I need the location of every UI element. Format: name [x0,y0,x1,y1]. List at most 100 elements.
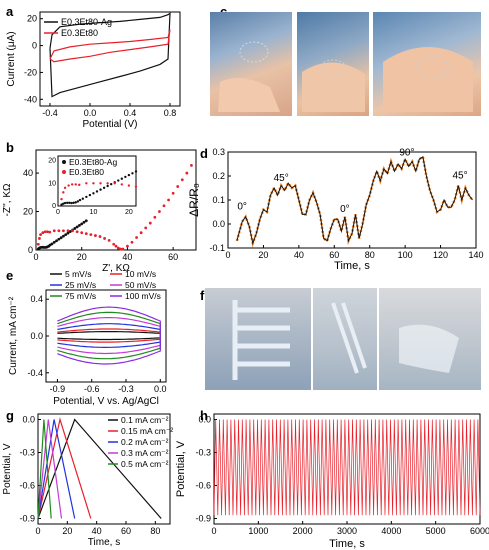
x-tick-label-e: -0.9 [50,384,66,394]
y-tick-label-g: -0.6 [19,481,35,491]
photo-interdigitated-device [205,288,311,390]
angle-annotation-1: 45° [274,173,289,184]
x-axis-label-b: Z', KΩ [102,263,130,274]
y-tick-label-d: 0.0 [212,219,225,229]
inset-y-tick-label: 10 [48,180,56,187]
inset-point-0 [78,198,82,202]
x-tick-label-g: 40 [92,526,102,536]
cv-curve-2 [57,323,161,348]
inset-point-1 [134,185,138,188]
y-axis-label-b: -Z'', KΩ [2,183,13,216]
inset-point-0 [74,201,77,204]
legend-label-2: 0.2 mA cm⁻² [121,437,169,447]
gcd-curve-0 [37,418,162,519]
cv-curve-3 [57,317,161,355]
inset-point-1 [92,182,95,185]
data-point-1 [190,163,193,167]
inset-point-1 [67,184,70,187]
electrode-pattern-graphic-3 [399,324,459,373]
inset-point-1 [106,182,109,185]
chart-h: 0 1000 2000 3000 4000 5000 6000 -0.9 -0.6 -0.3 0.0… [175,413,489,550]
inset-point-1 [85,182,88,185]
inset-point-1 [120,183,124,186]
panel-label-b: b [6,140,14,155]
data-point-0 [52,240,56,244]
y-tick-label-d: 0.3 [212,147,225,157]
x-tick-label-h: 5000 [426,526,446,536]
panel-label-d: d [200,146,208,161]
panel-label-g: g [6,408,14,423]
photo-rolled-device [313,288,377,390]
data-point-1 [52,229,56,233]
data-point-0 [78,223,81,227]
legend-label-0: E0.3Et80-Ag [61,17,112,27]
legend-marker-0 [62,160,66,164]
legend-label-0: 0.1 mA cm⁻² [121,415,169,425]
x-tick-label-d: 0 [225,250,230,260]
x-tick-label-d: 80 [365,250,375,260]
inset-point-0 [70,201,73,205]
gcd-curve-4 [37,419,52,519]
gcd-curve-2 [37,419,76,519]
x-tick-label-e: -0.3 [118,384,134,394]
inset-point-0 [131,172,134,175]
x-tick-label-d: 100 [398,250,413,260]
inset-point-0 [72,201,75,205]
x-tick-label-h: 1000 [248,526,268,536]
inset-point-0 [88,193,92,197]
plot-frame-a [39,11,181,107]
data-point-1 [148,221,152,225]
series-line-1 [49,29,171,63]
sensor-mesh-graphic-3 [383,47,473,112]
data-point-1 [57,229,61,233]
y-tick-label-d: -0.1 [209,243,225,253]
inset-y-tick-label: 0 [52,203,56,210]
x-tick-label-h: 6000 [470,526,489,536]
inset-x-tick-label: 20 [125,209,133,216]
legend-label-5: 100 mV/s [125,291,161,301]
x-tick-label-b: 20 [77,252,87,262]
x-tick-label-a: 0.0 [84,108,97,118]
x-tick-label-d: 120 [433,250,448,260]
x-tick-label-a: 0.4 [124,108,137,118]
x-tick-label-d: 20 [258,250,268,260]
inset-point-0 [81,197,85,200]
data-point-1 [66,229,70,233]
x-tick-label-g: 60 [121,526,131,536]
data-point-0 [68,230,72,233]
inset-point-0 [134,170,138,173]
data-point-1 [121,247,125,251]
inset-point-1 [70,183,74,186]
data-point-1 [139,231,143,235]
inset-frame [57,155,137,207]
cv-curve-5 [57,306,161,365]
data-point-0 [66,231,70,235]
data-point-1 [153,215,157,219]
data-point-0 [50,242,54,246]
y-tick-label-g: -0.9 [19,514,35,524]
data-point-1 [36,242,40,246]
data-point-0 [59,236,63,240]
data-point-1 [48,230,52,234]
x-tick-label-b: 0 [33,252,38,262]
data-point-1 [89,233,93,237]
data-point-1 [41,231,45,235]
data-point-0 [73,227,77,230]
inset-point-0 [117,179,120,182]
inset-point-0 [60,203,63,206]
inset-point-1 [113,182,116,185]
inset-point-1 [60,197,63,201]
legend-label-4: 75 mV/s [65,291,96,301]
data-point-1 [71,229,74,233]
x-tick-label-d: 60 [329,250,339,260]
legend-label-1: E0.3Et80 [69,167,104,177]
panel-label-a: a [6,4,14,19]
y-tick-label-h: -0.3 [195,448,211,458]
y-tick-label-h: 0.0 [198,415,211,425]
y-axis-label-e: Current, mA cm⁻² [8,296,19,375]
measured-line [235,154,474,248]
legend-label-0: E0.3Et80-Ag [69,157,117,167]
data-point-0 [55,239,58,243]
